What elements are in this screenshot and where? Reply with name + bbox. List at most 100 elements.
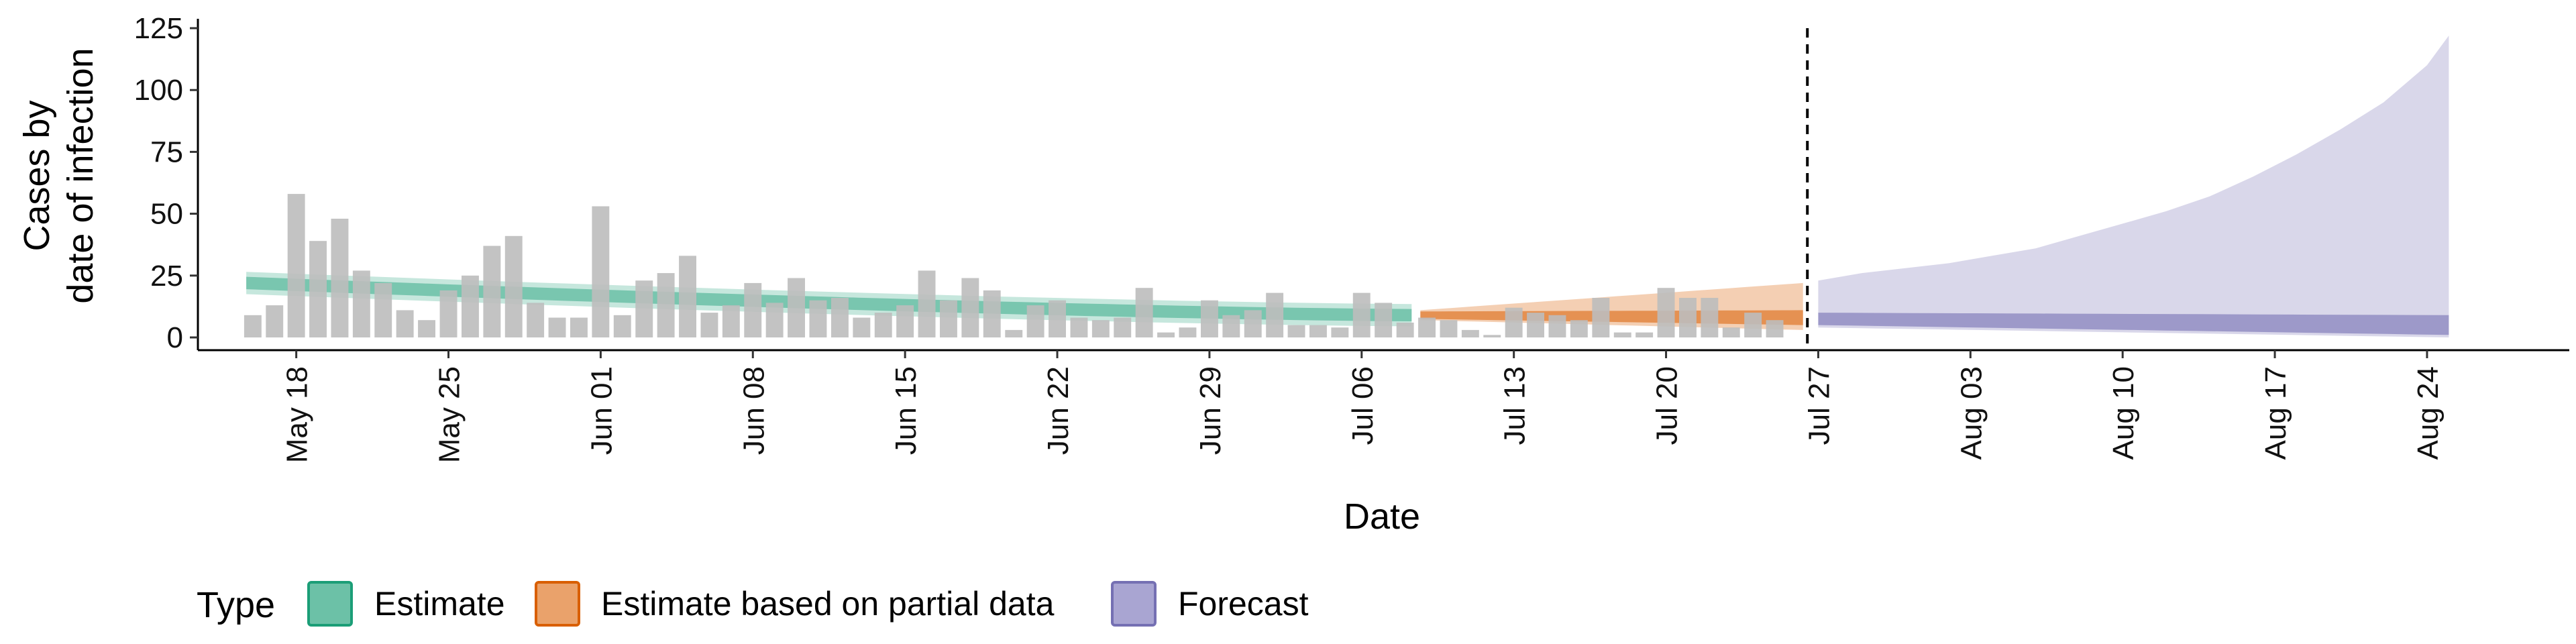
bar: [1135, 288, 1153, 337]
bar: [853, 317, 871, 337]
forecast-inner-ribbon: [1818, 313, 2449, 335]
bar: [1766, 320, 1784, 337]
x-tick-label: Aug 10: [2107, 366, 2140, 460]
x-tick-label: May 25: [433, 366, 466, 463]
bar: [1005, 329, 1023, 337]
bar: [1352, 292, 1371, 337]
y-axis-title-line-1: Cases by: [17, 100, 57, 251]
bar: [309, 241, 327, 337]
bar: [1461, 329, 1479, 337]
x-axis-title: Date: [1344, 496, 1420, 537]
legend: Type Estimate Estimate based on partial …: [197, 581, 1309, 627]
bar: [1244, 310, 1262, 337]
bar: [504, 235, 523, 337]
x-axis-ticks: May 18 May 25 Jun 01 Jun 08 Jun 15 Jun 22 Jun …: [281, 350, 2445, 463]
legend-label-partial: Estimate based on partial data: [601, 585, 1055, 623]
legend-key-estimate: [307, 581, 353, 627]
y-axis-ticks: 0 25 50 75 100 125: [134, 12, 198, 354]
y-tick-label: 0: [167, 321, 183, 354]
bar: [352, 270, 370, 337]
bar: [722, 305, 740, 337]
bar: [1527, 313, 1544, 337]
bar: [1570, 320, 1588, 337]
y-axis-title-line-2: date of infection: [60, 48, 101, 303]
x-tick-label: Jun 08: [737, 366, 770, 455]
bars-layer: [244, 194, 1784, 337]
bar: [1418, 317, 1436, 337]
bar: [287, 194, 305, 337]
bar: [983, 290, 1001, 337]
bar: [1375, 303, 1393, 337]
bar: [548, 317, 566, 337]
bar: [744, 282, 762, 337]
bar: [1505, 307, 1523, 337]
bar: [266, 305, 284, 337]
axes-layer: [197, 19, 2569, 352]
bar: [1396, 322, 1414, 337]
y-tick-label: 75: [150, 136, 183, 168]
bar: [700, 313, 718, 337]
bar: [1091, 320, 1110, 337]
bar: [1548, 315, 1566, 337]
bar: [1157, 332, 1175, 337]
legend-label-estimate: Estimate: [374, 585, 505, 623]
bar: [1049, 300, 1066, 337]
bar: [1179, 327, 1197, 337]
bar: [1722, 327, 1740, 337]
bar: [940, 300, 957, 337]
bar: [831, 298, 849, 337]
bar: [1070, 317, 1088, 337]
x-tick-label: Aug 03: [1955, 366, 1988, 460]
y-tick-label: 100: [134, 74, 183, 107]
bar: [1635, 332, 1654, 337]
y-axis-title: Cases by date of infection: [17, 48, 101, 303]
bar: [244, 315, 262, 337]
bar: [1114, 317, 1132, 337]
x-tick-label: Jun 01: [585, 366, 618, 455]
bar: [765, 303, 784, 337]
bar: [657, 273, 675, 337]
bar: [396, 310, 414, 337]
x-tick-label: Jun 22: [1042, 366, 1075, 455]
bar: [1592, 298, 1610, 337]
y-tick-label: 50: [150, 198, 183, 231]
bar: [570, 317, 588, 337]
y-tick-label: 125: [134, 12, 183, 45]
bar: [1026, 305, 1044, 337]
bar: [527, 303, 545, 337]
bar: [592, 206, 610, 337]
x-tick-label: Aug 17: [2259, 366, 2292, 460]
bar: [918, 270, 936, 337]
x-tick-label: Jul 06: [1346, 366, 1379, 445]
estimate-inner-ribbon: [246, 276, 1412, 321]
bar: [1701, 298, 1719, 337]
x-tick-label: Jun 15: [890, 366, 922, 455]
bar: [809, 300, 827, 337]
bar: [1331, 327, 1349, 337]
x-tick-label: Aug 24: [2412, 366, 2445, 460]
x-tick-label: May 18: [281, 366, 314, 463]
bar: [1483, 335, 1501, 337]
bar: [1201, 300, 1218, 337]
bar: [1309, 325, 1327, 337]
ribbons-layer: [246, 36, 2449, 337]
bar: [679, 256, 696, 337]
legend-label-forecast: Forecast: [1178, 585, 1309, 623]
y-tick-label: 25: [150, 260, 183, 292]
x-tick-label: Jul 27: [1803, 366, 1835, 445]
bar: [439, 290, 458, 337]
bar: [374, 282, 392, 337]
bar: [418, 320, 435, 337]
bar: [896, 305, 914, 337]
estimate-outer-ribbon: [246, 272, 1412, 327]
bar: [635, 280, 653, 337]
bar: [1679, 298, 1697, 337]
bar: [462, 275, 479, 337]
bar: [1657, 288, 1675, 337]
bar: [1266, 292, 1284, 337]
bar: [874, 313, 892, 337]
bar: [1287, 325, 1305, 337]
legend-title: Type: [197, 585, 275, 625]
bar: [1744, 313, 1762, 337]
